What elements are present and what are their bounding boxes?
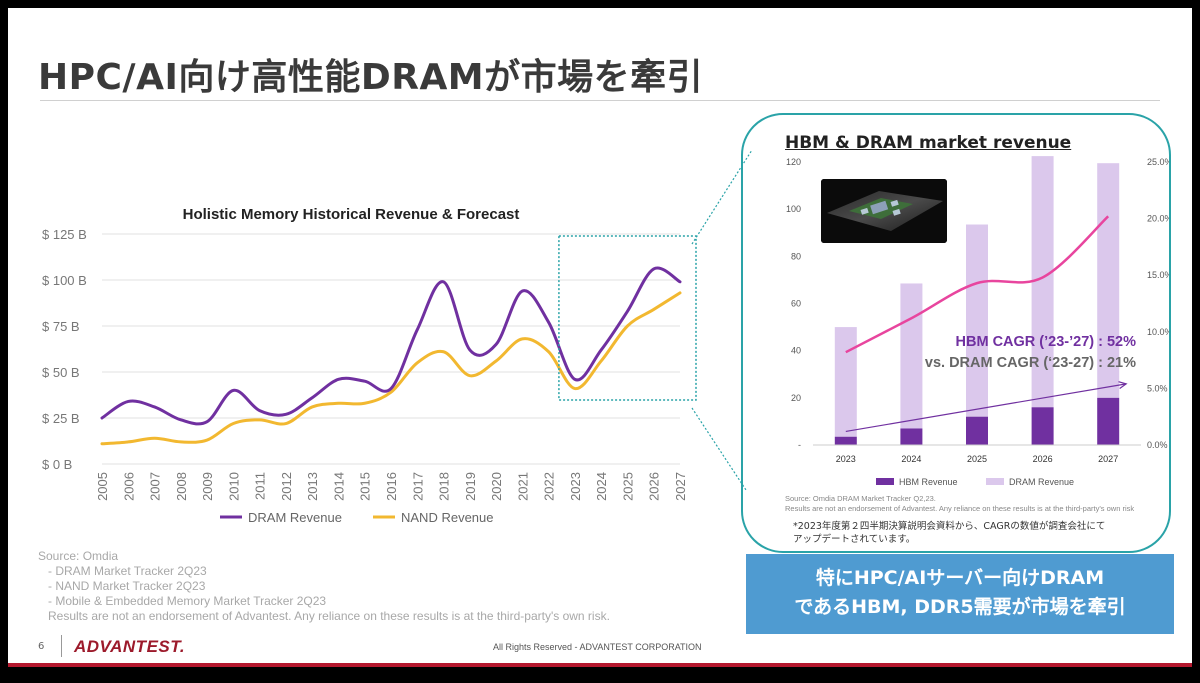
- highlight-banner: 特にHPC/AIサーバー向けDRAM であるHBM, DDR5需要が市場を牽引: [746, 554, 1174, 634]
- legend-label: NAND Revenue: [401, 510, 494, 525]
- slide-title: HPC/AI向け高性能DRAMが市場を牽引: [38, 57, 704, 98]
- bar-dram: [966, 224, 988, 417]
- left-axis-tick: 40: [791, 346, 801, 356]
- callout-source-line: Results are not an endorsement of Advant…: [785, 504, 1135, 513]
- callout-title: HBM & DRAM market revenue: [785, 133, 1072, 153]
- x-tick-label: 2017: [410, 472, 425, 501]
- banner-line-1: 特にHPC/AIサーバー向けDRAM: [815, 567, 1105, 589]
- hbm-dram-callout: HBM & DRAM market revenue - 20 40 60 80 100 12…: [741, 113, 1171, 553]
- callout-note-line: アップデートされています。: [793, 534, 916, 545]
- advantest-logo: ADVANTEST.: [74, 637, 186, 656]
- dram-trend-arrow: [845, 383, 1127, 433]
- x-tick-label: 2018: [437, 472, 452, 501]
- right-axis-tick: 5.0%: [1147, 383, 1168, 393]
- series-line-nand-revenue: [100, 291, 682, 446]
- x-tick-label: 2009: [200, 472, 215, 501]
- legend-label: HBM Revenue: [899, 477, 958, 487]
- bar-dram: [900, 283, 923, 429]
- x-tick-label: 2016: [384, 472, 399, 501]
- right-axis-tick: 0.0%: [1147, 440, 1168, 450]
- bar-hbm: [900, 428, 923, 445]
- x-tick-label: 2005: [95, 472, 110, 501]
- series-line-dram-revenue: [100, 266, 682, 426]
- y-tick-label: $ 100 B: [42, 273, 87, 288]
- footer-rule: [8, 663, 1192, 667]
- hbm-dram-chart: - 20 40 60 80 100 120 0.0% 5.0% 10.0% 15.0% 20.0% 25…: [786, 156, 1171, 487]
- slide: HPC/AI向け高性能DRAMが市場を牽引 Holistic Memory Hi…: [8, 8, 1192, 667]
- callout-note: *2023年度第２四半期決算説明会資料から、CAGRの数値が調査会社にて アップデ…: [793, 520, 1105, 546]
- x-tick-label: 2015: [358, 472, 373, 501]
- footer-separator: [61, 635, 62, 657]
- left-chart-source: Source: Omdia - DRAM Market Tracker 2Q23-…: [38, 549, 610, 624]
- legend-swatch: [986, 478, 1004, 485]
- x-tick-label: 2012: [279, 472, 294, 501]
- x-tick-label: 2025: [620, 472, 635, 501]
- y-tick-label: $ 50 B: [42, 365, 80, 380]
- left-axis-tick: 120: [786, 157, 801, 167]
- x-tick-label: 2019: [463, 472, 478, 501]
- bar-hbm: [1097, 397, 1120, 445]
- bar-hbm: [1031, 407, 1054, 445]
- legend-label: DRAM Revenue: [1009, 477, 1074, 487]
- x-tick-label: 2020: [489, 472, 504, 501]
- page-number: 6: [38, 641, 45, 652]
- hbm-cagr-line: [845, 215, 1110, 354]
- y-tick-label: $ 25 B: [42, 411, 80, 426]
- x-tick-label: 2025: [967, 454, 987, 464]
- copyright-text: All Rights Reserved - ADVANTEST CORPORAT…: [493, 642, 702, 652]
- left-source-line: - Mobile & Embedded Memory Market Tracke…: [48, 594, 327, 608]
- right-axis-tick: 15.0%: [1147, 270, 1171, 280]
- left-axis-tick: 20: [791, 393, 801, 403]
- hbm-cagr-label: HBM CAGR (’23-’27) : 52%: [956, 334, 1137, 350]
- title-divider: [40, 100, 1160, 101]
- y-tick-label: $ 0 B: [42, 457, 72, 472]
- x-tick-label: 2014: [331, 472, 346, 501]
- hbm-chip-photo: [821, 179, 947, 243]
- dram-cagr-label: vs. DRAM CAGR (‘23-27) : 21%: [925, 355, 1136, 371]
- left-axis-tick: -: [798, 440, 801, 450]
- bar-dram: [834, 327, 857, 437]
- bar-dram: [1031, 156, 1054, 408]
- x-tick-label: 2026: [1033, 454, 1053, 464]
- x-tick-label: 2010: [226, 472, 241, 501]
- x-tick-label: 2013: [305, 472, 320, 501]
- bar-hbm: [966, 416, 988, 445]
- memory-revenue-chart: Holistic Memory Historical Revenue & For…: [42, 206, 697, 525]
- callout-note-line: *2023年度第２四半期決算説明会資料から、CAGRの数値が調査会社にて: [793, 521, 1106, 532]
- banner-line-2: であるHBM, DDR5需要が市場を牽引: [794, 596, 1126, 618]
- x-tick-label: 2024: [594, 472, 609, 501]
- legend-swatch: [876, 478, 894, 485]
- x-tick-label: 2011: [253, 472, 268, 500]
- legend-label: DRAM Revenue: [248, 510, 342, 525]
- left-source-line: Source: Omdia: [38, 549, 119, 563]
- x-tick-label: 2021: [515, 472, 530, 501]
- x-tick-label: 2027: [1098, 454, 1118, 464]
- left-axis-tick: 100: [786, 204, 801, 214]
- x-tick-label: 2006: [121, 472, 136, 501]
- right-axis-tick: 20.0%: [1147, 214, 1171, 224]
- callout-source: Source: Omdia DRAM Market Tracker Q2,23.…: [785, 494, 1134, 514]
- left-source-line: Results are not an endorsement of Advant…: [48, 609, 610, 623]
- x-tick-label: 2026: [647, 472, 662, 501]
- x-tick-label: 2022: [542, 472, 557, 501]
- left-source-line: - NAND Market Tracker 2Q23: [48, 579, 206, 593]
- x-tick-label: 2023: [568, 472, 583, 501]
- chart-title: Holistic Memory Historical Revenue & For…: [183, 206, 520, 223]
- left-axis-tick: 60: [791, 299, 801, 309]
- y-tick-label: $ 125 B: [42, 227, 87, 242]
- x-tick-label: 2023: [836, 454, 856, 464]
- right-axis-tick: 25.0%: [1147, 157, 1171, 167]
- dram-trend-arrowhead: [1118, 381, 1128, 389]
- forecast-highlight-box: [558, 235, 697, 401]
- x-tick-label: 2024: [901, 454, 921, 464]
- callout-source-line: Source: Omdia DRAM Market Tracker Q2,23.: [785, 494, 936, 503]
- y-tick-label: $ 75 B: [42, 319, 80, 334]
- x-tick-label: 2008: [174, 472, 189, 501]
- left-source-line: - DRAM Market Tracker 2Q23: [48, 564, 207, 578]
- right-axis-tick: 10.0%: [1147, 327, 1171, 337]
- left-axis-tick: 80: [791, 251, 801, 261]
- x-tick-label: 2027: [673, 472, 688, 501]
- x-tick-label: 2007: [148, 472, 163, 501]
- bar-hbm: [834, 436, 857, 445]
